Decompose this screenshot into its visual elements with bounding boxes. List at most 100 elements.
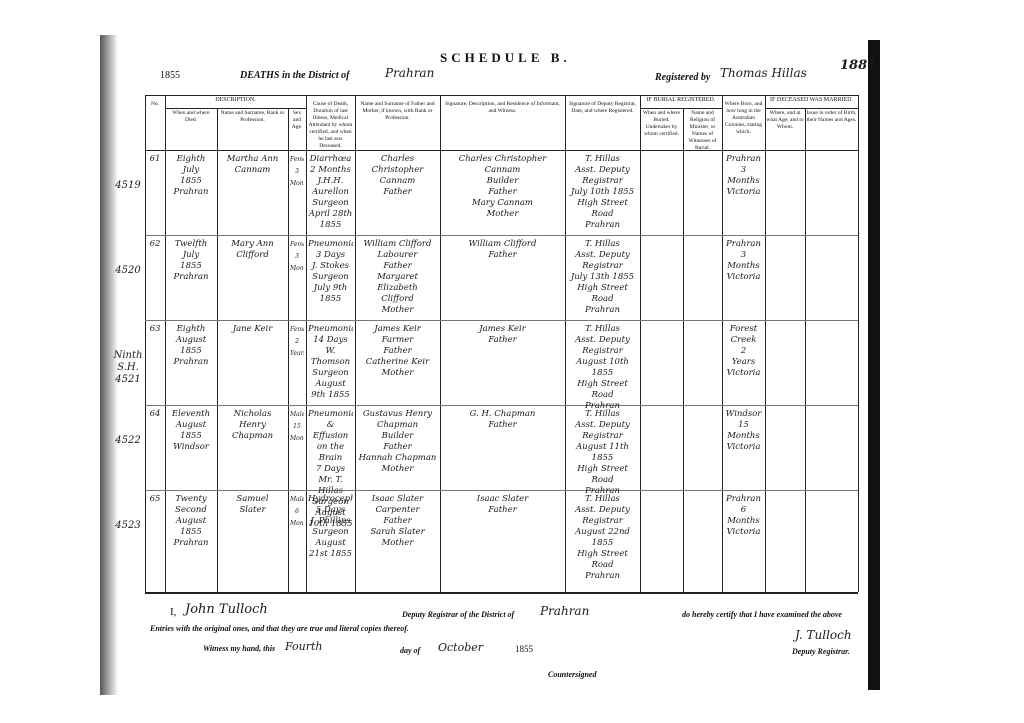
entry-number: 64 [149,409,161,419]
entry-informant: Charles Christopher Cannam Builder Fathe… [458,154,547,219]
table-rule [765,108,858,109]
table-rule [165,108,306,109]
entry-parents: Charles Christopher Cannam Father [371,154,424,197]
entry-born: Prahran 3 Months Victoria [726,239,761,282]
table-rule [355,95,356,592]
district: Prahran [385,66,435,80]
table-rule [683,108,684,592]
entry-parents: Isaac Slater Carpenter Father Sarah Slat… [370,494,425,548]
row-rule [145,320,858,321]
entry-sex-age: Female 3 Months [290,241,304,272]
entry-informant: James Keir Father [479,324,526,345]
footer-i: I, [170,606,177,618]
column-header: Where Born, and how long in the Australi… [724,101,763,135]
margin-number: Ninth S.H. 4521 [113,350,143,385]
entry-cause: Hydrocephalus 5 Days J. Phillips Surgeon… [308,494,353,559]
entry-parents: Gustavus Henry Chapman Builder Father Ha… [358,409,437,474]
entry-born: Forest Creek 2 Years Victoria [726,324,761,378]
signature: J. Tulloch [795,628,852,642]
column-header: When and where Died. [172,110,210,123]
entry-sex-age: Male 6 Months [290,496,304,527]
column-header: Name and Surname, Rank or Profession. [220,110,285,123]
row-rule [145,490,858,491]
entry-name: Martha Ann Cannam [226,154,279,175]
entry-number: 61 [149,154,161,164]
witness-text: Witness my hand, this [203,644,276,653]
table-rule [306,95,307,592]
deputy-of: Deputy Registrar of the District of [402,610,515,619]
column-header: Name and Surname of Father and Mother, i… [360,101,435,121]
entry-sex-age: Female 3 Months [290,156,304,187]
entry-cause: Diarrhœa 2 Months J.H.H. Aurellon Surgeo… [308,154,353,230]
entry-registrar: T. Hillas Asst. Deputy Registrar August … [575,409,630,496]
table-rule [217,108,218,592]
entry-born: Prahran 3 Months Victoria [726,154,761,197]
entry-died: Twelfth July 1855 Prahran [173,239,209,282]
entry-died: Eighth August 1855 Prahran [173,324,209,367]
table-rule [145,95,858,96]
margin-number: 4522 [115,435,141,446]
row-rule [145,235,858,236]
entry-registrar: T. Hillas Asst. Deputy Registrar August … [575,494,630,581]
margin-number: 4519 [115,180,141,191]
scan-edge-right [868,40,880,690]
column-header: Signature, Description, and Residence of… [445,101,560,114]
entry-cause: Pneumonia 3 Days J. Stokes Surgeon July … [308,239,353,304]
entry-registrar: T. Hillas Asst. Deputy Registrar August … [575,324,630,411]
entry-informant: William Clifford Father [468,239,537,260]
deaths-label: DEATHS in the District of [240,70,350,81]
entry-sex-age: Male 15 Months [290,411,304,442]
group-header: IF BURIAL REGISTERED. [646,97,716,103]
registrar-name: Thomas Hillas [720,66,807,80]
table-rule [145,95,146,592]
entry-died: Twenty Second August 1855 Prahran [173,494,209,548]
entry-number: 65 [149,494,161,504]
certifier: John Tulloch [185,602,268,617]
entry-cause: Pneumonia 14 Days W. Thomson Surgeon Aug… [308,324,353,400]
table-rule [765,95,766,592]
column-header: Cause of Death, Duration of last Illness… [308,101,353,149]
table-rule [145,150,858,151]
year: 1855 [160,70,180,81]
witness-year: 1855 [515,644,533,654]
entries-text: Entries with the original ones, and that… [150,624,409,633]
entry-name: Jane Keir [232,324,273,334]
registered-by-label: Registered by [655,72,711,83]
table-rule [565,95,566,592]
entry-born: Prahran 6 Months Victoria [726,494,761,537]
entry-name: Mary Ann Clifford [231,239,274,260]
signature-title: Deputy Registrar. [792,647,850,656]
margin-number: 4520 [115,265,141,276]
table-rule [722,95,723,592]
entry-name: Samuel Slater [236,494,269,515]
column-header: Sex and Age. [291,110,303,130]
witness-day: Fourth [285,640,323,653]
column-header: Issue in order of Birth, their Names and… [806,110,857,123]
column-header: Signature of Deputy Registrar, Date, and… [568,101,637,114]
margin-number: 4523 [115,520,141,531]
scan-edge-left [100,35,118,695]
entry-died: Eighth July 1855 Prahran [173,154,209,197]
table-rule [440,95,441,592]
entry-parents: James Keir Farmer Father Catherine Keir … [365,324,430,378]
entry-died: Eleventh August 1855 Windsor [171,409,211,452]
column-header: Where, and at what Age, and to Whom. [766,110,804,130]
group-header: IF DECEASED WAS MARRIED. [770,97,853,103]
table-rule [805,108,806,592]
table-rule [165,95,166,592]
entry-cause: Pneumonia & Effusion on the Brain 7 Days… [308,409,353,529]
row-rule [145,405,858,406]
entry-registrar: T. Hillas Asst. Deputy Registrar July 10… [570,154,635,230]
footer-district: Prahran [540,604,590,618]
witness-month: October [438,641,484,654]
entry-sex-age: Female 2 Years [290,326,304,357]
entry-parents: William Clifford Labourer Father Margare… [363,239,432,315]
table-rule [145,592,858,594]
day-of: day of [400,646,421,655]
entry-number: 63 [149,324,161,334]
table-rule [858,95,859,592]
schedule-title: SCHEDULE B. [440,50,571,65]
column-header: Name and Religion of Minister, or Names … [688,110,717,151]
group-header: DESCRIPTION. [215,97,256,103]
entry-registrar: T. Hillas Asst. Deputy Registrar July 13… [570,239,635,315]
